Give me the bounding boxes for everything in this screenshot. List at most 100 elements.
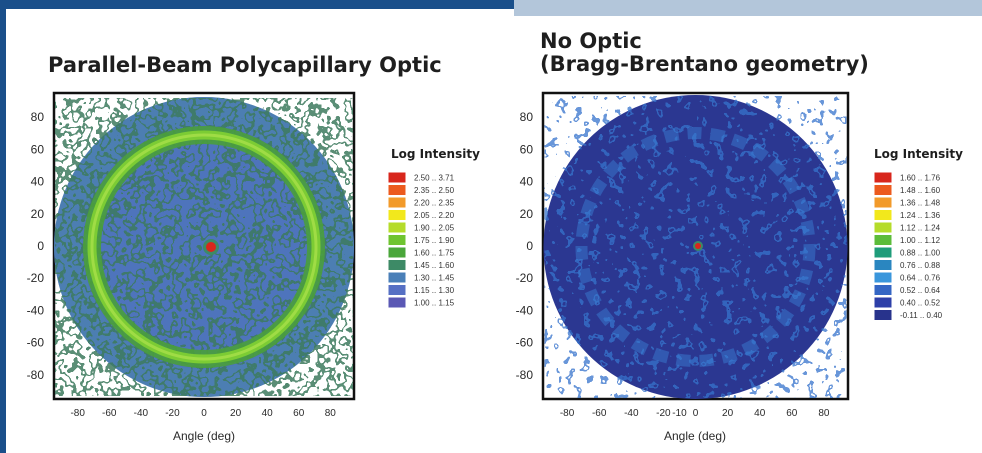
legend-swatch-left (387, 259, 407, 271)
legend-swatch-left (387, 271, 407, 284)
top-accent-bar (0, 0, 982, 9)
chart-title-right: No Optic (Bragg-Brentano geometry) (540, 30, 869, 76)
legend-swatch-left (387, 284, 407, 296)
x-tick-label-left: -40 (134, 408, 149, 419)
legend-label-right: 1.60 .. 1.76 (900, 174, 941, 183)
legend-title-left: Log Intensity (391, 147, 480, 161)
legend-swatch-right (873, 171, 893, 184)
legend-swatch-left (387, 246, 407, 259)
legend-swatch-right (873, 284, 893, 296)
y-tick-label-left: 40 (31, 175, 45, 189)
tick-labels-left: 80 60 40 20 0 -20 -40 -60 -80 -80 -60 -40 -20 0 20 40 60… (27, 110, 337, 419)
x-tick-label-right: -20 (656, 408, 671, 419)
y-tick-label-right: -20 (516, 271, 534, 285)
y-tick-label-left: 80 (31, 110, 45, 124)
x-tick-label-right: -80 (560, 408, 575, 419)
x-tick-label-right: -10 (672, 408, 687, 419)
x-tick-label-right: -40 (624, 408, 639, 419)
x-tick-label-right: 80 (818, 408, 830, 419)
legend-label-left: 1.90 .. 2.05 (414, 224, 455, 233)
legend-label-right: 1.24 .. 1.36 (900, 211, 941, 220)
legend-label-left: 2.50 .. 3.71 (414, 174, 455, 183)
legend-swatch-left (387, 221, 407, 234)
x-tick-label-right: 60 (786, 408, 798, 419)
legend-label-right: 1.00 .. 1.12 (900, 236, 941, 245)
x-tick-label-right: -60 (592, 408, 607, 419)
center-spot-left (203, 239, 219, 255)
legend-label-right: 0.40 .. 0.52 (900, 299, 941, 308)
legend-swatch-left (387, 296, 407, 309)
x-tick-label-left: 40 (262, 408, 274, 419)
legend-label-right: 0.64 .. 0.76 (900, 274, 941, 283)
x-tick-label-right: 20 (722, 408, 734, 419)
y-tick-label-right: 20 (520, 207, 534, 221)
top-accent-bar-light (514, 0, 982, 16)
x-tick-label-left: -80 (70, 408, 85, 419)
legend-swatch-right (873, 209, 893, 221)
x-tick-label-left: 20 (230, 408, 242, 419)
y-tick-label-right: 80 (520, 110, 534, 124)
chart-title-right-line-2: (Bragg-Brentano geometry) (540, 52, 869, 76)
x-tick-label-right: 0 (693, 408, 699, 419)
legend-swatch-right (873, 271, 893, 284)
legend-label-right: 0.52 .. 0.64 (900, 286, 941, 295)
legend-label-right: 1.12 .. 1.24 (900, 224, 941, 233)
y-tick-label-right: -80 (516, 368, 534, 382)
y-tick-label-right: 60 (520, 142, 534, 156)
chart-title-left-line: Parallel-Beam Polycapillary Optic (48, 53, 442, 77)
legend-swatch-right (873, 196, 893, 209)
legend-left: 2.50 .. 3.71 2.35 .. 2.50 2.20 .. 2.35 2.05… (387, 171, 455, 309)
legend-swatch-right (873, 221, 893, 234)
legend-swatch-right (873, 246, 893, 259)
y-tick-label-left: -40 (27, 303, 45, 317)
center-spot-right (693, 241, 703, 251)
legend-label-right: 0.76 .. 0.88 (900, 261, 941, 270)
legend-label-right: -0.11 .. 0.40 (900, 311, 943, 320)
legend-label-left: 1.00 .. 1.15 (414, 299, 455, 308)
x-tick-label-right: 40 (754, 408, 766, 419)
legend-swatch-right (873, 184, 893, 196)
legend-label-right: 1.48 .. 1.60 (900, 186, 941, 195)
chart-title-left: Parallel-Beam Polycapillary Optic (48, 54, 442, 77)
y-tick-label-left: 20 (31, 207, 45, 221)
y-tick-label-left: 60 (31, 142, 45, 156)
legend-label-left: 2.20 .. 2.35 (414, 199, 455, 208)
ring-left (83, 126, 325, 368)
y-tick-label-right: -60 (516, 336, 534, 350)
x-tick-label-left: 0 (201, 408, 207, 419)
legend-swatch-left (387, 234, 407, 246)
legend-label-left: 1.30 .. 1.45 (414, 274, 455, 283)
legend-swatch-left (387, 196, 407, 209)
legend-label-left: 1.45 .. 1.60 (414, 261, 455, 270)
x-axis-label-left: Angle (deg) (173, 429, 235, 443)
y-tick-label-right: -40 (516, 303, 534, 317)
panel-left: 80 60 40 20 0 -20 -40 -60 -80 -80 -60 -40 -20 0 20 40 60… (27, 91, 480, 443)
left-accent-bar (0, 0, 6, 453)
y-tick-label-left: -60 (27, 336, 45, 350)
x-tick-label-left: 80 (325, 408, 337, 419)
y-tick-label-right: 0 (526, 239, 533, 253)
y-tick-label-left: -20 (27, 271, 45, 285)
legend-label-right: 1.36 .. 1.48 (900, 199, 941, 208)
legend-swatch-left (387, 171, 407, 184)
y-tick-label-left: -80 (27, 368, 45, 382)
legend-label-left: 1.60 .. 1.75 (414, 249, 455, 258)
chart-title-right-line-1: No Optic (540, 29, 642, 53)
ring-right (575, 127, 816, 367)
legend-swatch-left (387, 209, 407, 221)
x-tick-label-left: 60 (293, 408, 305, 419)
x-tick-label-left: -20 (165, 408, 180, 419)
legend-label-left: 1.75 .. 1.90 (414, 236, 455, 245)
y-tick-label-left: 0 (37, 239, 44, 253)
legend-swatch-right (873, 309, 893, 321)
x-tick-label-left: -60 (102, 408, 117, 419)
legend-label-left: 2.35 .. 2.50 (414, 186, 455, 195)
legend-label-left: 2.05 .. 2.20 (414, 211, 455, 220)
legend-label-right: 0.88 .. 1.00 (900, 249, 941, 258)
legend-title-right: Log Intensity (874, 147, 963, 161)
y-tick-label-right: 40 (520, 175, 534, 189)
legend-label-left: 1.15 .. 1.30 (414, 286, 455, 295)
legend-right: 1.60 .. 1.76 1.48 .. 1.60 1.36 .. 1.48 1.24… (873, 171, 943, 321)
